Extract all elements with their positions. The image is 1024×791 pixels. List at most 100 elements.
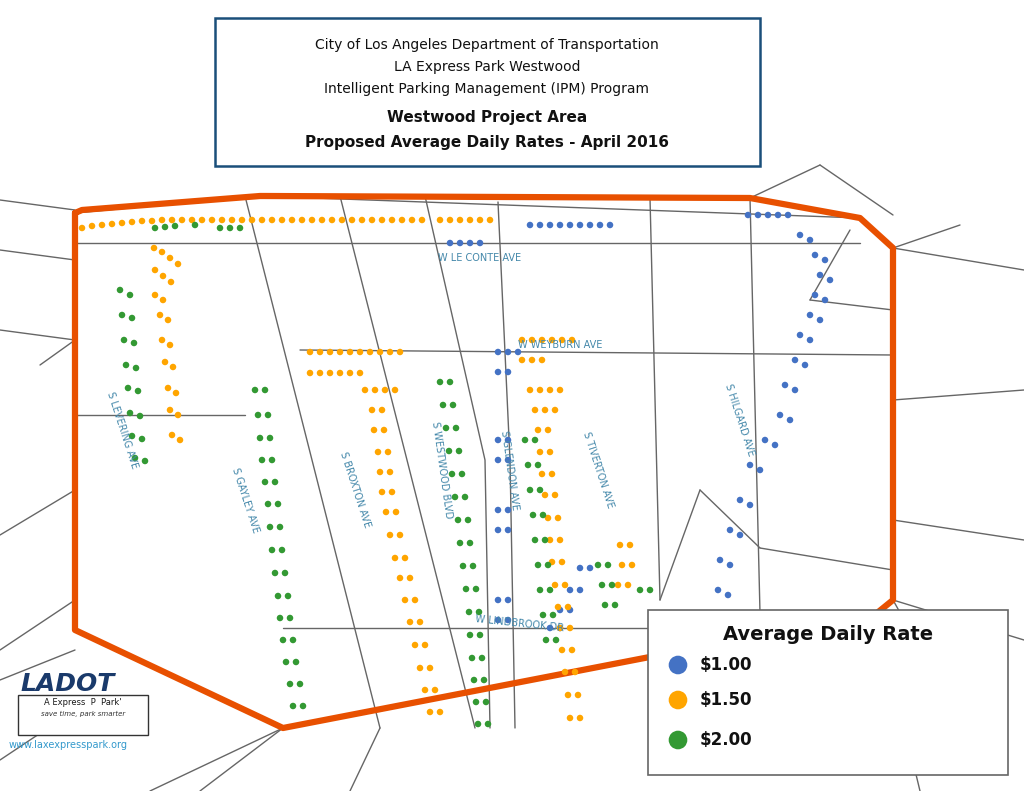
Point [525, 509, 542, 521]
Point [545, 608, 561, 621]
Point [367, 384, 383, 396]
Point [366, 424, 382, 437]
Point [322, 367, 338, 380]
Point [372, 346, 388, 358]
Point [817, 293, 834, 306]
Point [534, 467, 550, 480]
Point [792, 329, 808, 342]
Point [544, 334, 560, 346]
Point [422, 706, 438, 718]
Text: S LEVERING AVE: S LEVERING AVE [104, 390, 139, 470]
Text: W LE CONTE AVE: W LE CONTE AVE [438, 253, 521, 263]
Point [468, 583, 484, 596]
Point [540, 558, 556, 571]
Point [380, 445, 396, 458]
Point [500, 524, 516, 536]
Point [401, 572, 418, 585]
Point [254, 214, 270, 226]
Point [552, 604, 568, 616]
Point [582, 562, 598, 574]
Point [455, 560, 471, 573]
Point [594, 579, 610, 592]
Text: W WEYBURN AVE: W WEYBURN AVE [518, 340, 602, 350]
Point [280, 589, 296, 602]
Point [378, 505, 394, 518]
Point [547, 403, 563, 416]
Point [146, 289, 163, 301]
Point [460, 513, 476, 526]
Point [741, 498, 758, 511]
Point [529, 424, 546, 437]
Point [122, 407, 138, 419]
Point [524, 354, 541, 366]
Point [500, 504, 516, 517]
Point [476, 674, 493, 687]
Text: City of Los Angeles Department of Transportation: City of Los Angeles Department of Transp… [315, 38, 658, 52]
Text: $1.00: $1.00 [700, 656, 753, 674]
Point [451, 445, 467, 457]
Point [417, 638, 433, 651]
Point [526, 403, 543, 416]
Point [524, 334, 541, 346]
Point [174, 214, 190, 226]
Point [112, 284, 128, 297]
Bar [648, 610, 1008, 775]
Point [382, 528, 398, 541]
Point [250, 409, 266, 422]
Point [452, 237, 468, 249]
Point [397, 551, 414, 564]
Point [472, 214, 488, 226]
Point [531, 483, 548, 496]
Point [342, 367, 358, 380]
Point [670, 694, 686, 706]
Point [295, 700, 311, 713]
Point [454, 467, 470, 480]
Point [537, 489, 553, 501]
Point [552, 622, 568, 634]
Point [441, 237, 458, 249]
Point [670, 734, 686, 747]
Point [534, 334, 550, 346]
Point [560, 689, 577, 702]
Point [531, 445, 548, 458]
Point [356, 384, 373, 396]
Point [472, 237, 488, 249]
Point [538, 634, 554, 646]
Point [554, 644, 570, 657]
Point [264, 454, 281, 467]
Point [514, 354, 530, 366]
Point [812, 269, 828, 282]
Point [271, 520, 288, 533]
Point [412, 615, 428, 628]
Bar [18, 695, 148, 735]
Point [797, 358, 813, 371]
Point [500, 594, 516, 607]
Point [204, 214, 220, 226]
Point [739, 209, 756, 221]
Point [224, 214, 241, 226]
Point [162, 403, 178, 416]
Text: S GAYLEY AVE: S GAYLEY AVE [229, 466, 260, 534]
Point [752, 464, 768, 476]
Point [602, 218, 618, 231]
Point [760, 209, 776, 221]
Text: S GLENDON AVE: S GLENDON AVE [500, 430, 520, 510]
Point [452, 214, 468, 226]
Point [376, 424, 392, 437]
Point [802, 233, 818, 246]
Point [607, 599, 624, 611]
Text: LA Express Park Westwood: LA Express Park Westwood [394, 60, 581, 74]
Point [282, 678, 298, 691]
Point [471, 606, 487, 619]
Point [542, 584, 558, 596]
Point [489, 614, 506, 626]
Point [464, 652, 480, 664]
Point [462, 237, 478, 249]
Point [535, 608, 551, 621]
Point [786, 384, 803, 396]
Point [537, 403, 553, 416]
Point [124, 216, 140, 229]
Point [462, 214, 478, 226]
Point [324, 214, 340, 226]
Point [394, 214, 411, 226]
